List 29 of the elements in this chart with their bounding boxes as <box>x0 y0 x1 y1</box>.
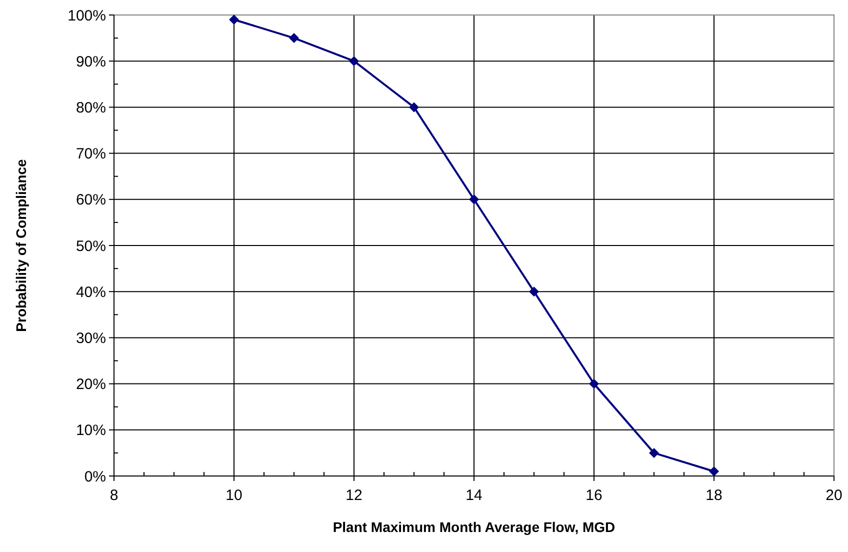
y-tick-label: 10% <box>76 422 106 440</box>
point <box>709 466 719 476</box>
y-tick-label: 90% <box>76 53 106 70</box>
point <box>529 286 539 297</box>
point <box>649 448 659 458</box>
point <box>409 102 419 112</box>
y-tick-label: 80% <box>76 99 106 116</box>
y-axis-title: Probability of Compliance <box>13 158 29 332</box>
point <box>229 14 239 25</box>
x-tick-label: 10 <box>226 487 242 504</box>
point <box>289 33 299 44</box>
point <box>469 194 479 204</box>
point <box>589 378 599 389</box>
x-axis-title: Plant Maximum Month Average Flow, MGD <box>332 519 616 535</box>
y-tick-label: 30% <box>76 330 106 347</box>
y-tick-label: 20% <box>76 376 106 394</box>
x-tick-label: 12 <box>346 487 362 504</box>
y-tick-label: 50% <box>76 238 106 255</box>
x-tick-label: 20 <box>826 487 842 504</box>
x-tick-label: 18 <box>706 487 722 504</box>
y-tick-label: 60% <box>76 192 106 209</box>
x-tick-label: 14 <box>466 487 482 504</box>
point <box>349 56 359 66</box>
y-tick-label: 40% <box>76 284 106 301</box>
x-tick-label: 8 <box>110 487 118 504</box>
y-tick-label: 0% <box>84 468 106 486</box>
y-tick-label: 100% <box>68 7 106 24</box>
y-tick-label: 70% <box>76 146 106 163</box>
x-tick-label: 16 <box>586 487 602 504</box>
